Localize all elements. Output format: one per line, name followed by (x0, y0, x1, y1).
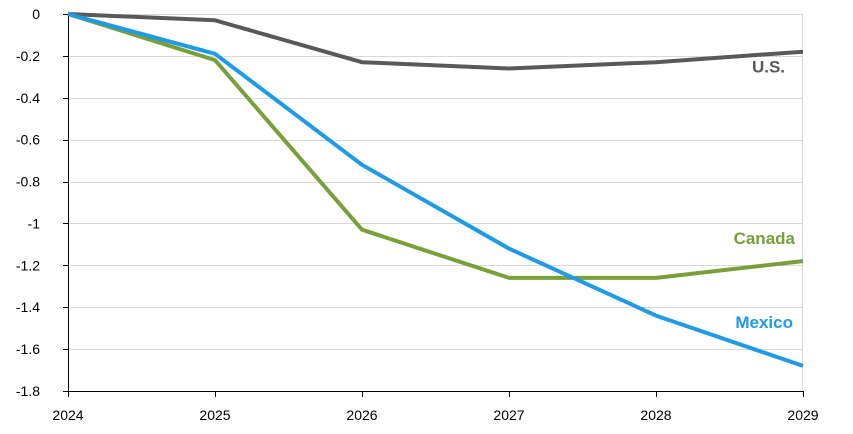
y-tick-label: 0 (32, 6, 40, 22)
series-label-mexico: Mexico (735, 313, 793, 332)
series-line-us (67, 12, 804, 71)
y-tick-label: -1 (28, 215, 41, 231)
y-tick-label: -1.6 (16, 341, 40, 357)
y-tick-label: -0.6 (16, 132, 40, 148)
x-tick-label: 2025 (199, 407, 230, 423)
x-tick-label: 2029 (787, 407, 818, 423)
labels: 0 -0.2 -0.4 -0.6 -0.8 -1 -1.2 -1.4 -1.6 -1.8 2024 2… (16, 6, 819, 423)
series-line-canada (67, 12, 804, 280)
series-lines (67, 12, 804, 368)
series-label-canada: Canada (734, 229, 796, 248)
y-tick-label: -1.2 (16, 257, 40, 273)
y-tick-label: -0.2 (16, 48, 40, 64)
axes (63, 14, 804, 397)
series-label-us: U.S. (752, 58, 785, 77)
series-line-mexico (67, 12, 804, 368)
grid (68, 14, 803, 391)
x-tick-label: 2028 (640, 407, 671, 423)
y-tick-label: -1.8 (16, 383, 40, 399)
y-tick-label: -0.8 (16, 174, 40, 190)
y-tick-label: -1.4 (16, 299, 40, 315)
y-tick-label: -0.4 (16, 90, 40, 106)
x-tick-label: 2026 (346, 407, 377, 423)
x-tick-label: 2027 (493, 407, 524, 423)
x-tick-label: 2024 (52, 407, 83, 423)
